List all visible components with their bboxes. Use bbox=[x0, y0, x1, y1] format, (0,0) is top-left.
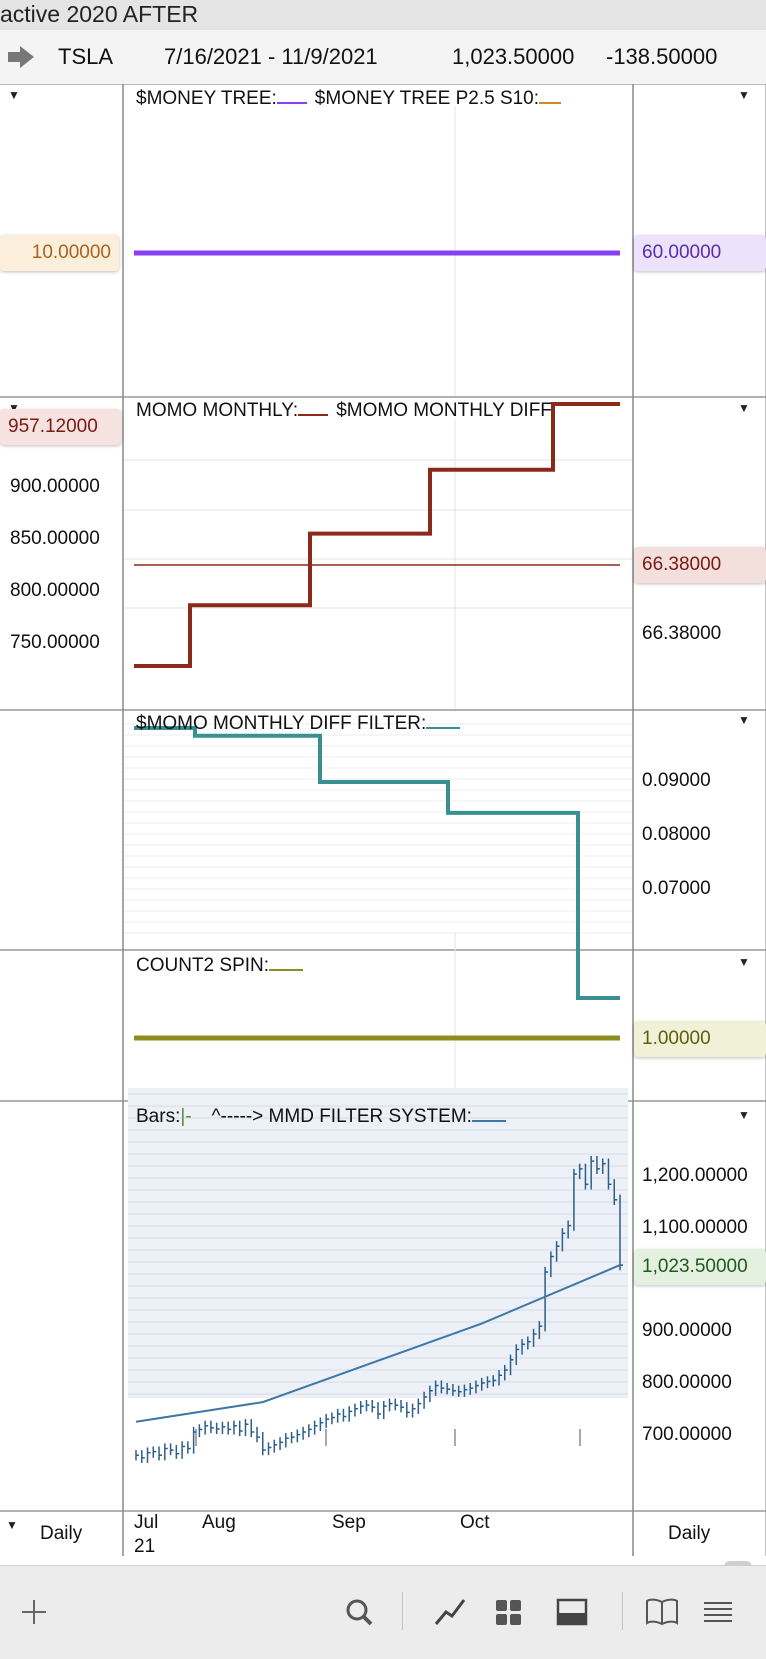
panel-menu-icon[interactable]: ▼ bbox=[738, 713, 750, 727]
price-change: -138.50000 bbox=[606, 44, 718, 69]
momo-monthly-diff-label: $MOMO MONTHLY DIFF bbox=[336, 400, 552, 421]
diff-filter-swatch bbox=[426, 727, 461, 729]
money-tree-title: $MONEY TREE: $MONEY TREE P2.5 S10: bbox=[136, 88, 562, 110]
price-tick: 800.00000 bbox=[642, 1372, 732, 1393]
price-plot-background bbox=[128, 1088, 628, 1398]
panel-menu-icon[interactable]: ▼ bbox=[8, 401, 20, 415]
momo-monthly-tick: 800.00000 bbox=[10, 580, 100, 601]
money-tree-label: $MONEY TREE: bbox=[136, 88, 277, 109]
panel-layout-icon[interactable] bbox=[552, 1594, 592, 1630]
list-icon[interactable] bbox=[698, 1594, 738, 1630]
draw-line-icon[interactable] bbox=[430, 1594, 470, 1630]
toolbar-divider bbox=[622, 1592, 623, 1630]
momo-monthly-title: MOMO MONTHLY: $MOMO MONTHLY DIFF bbox=[136, 400, 552, 422]
price-tick: 900.00000 bbox=[642, 1320, 732, 1341]
bars-swatch: |- bbox=[180, 1106, 192, 1127]
last-price: 1,023.50000 bbox=[452, 44, 575, 69]
chart-area[interactable] bbox=[0, 84, 766, 1565]
money-tree-right-value-tag: 60.00000 bbox=[634, 235, 766, 271]
count2-spin-right-value-tag: 1.00000 bbox=[634, 1021, 766, 1057]
price-title: Bars:|- ^-----> MMD FILTER SYSTEM: bbox=[136, 1106, 506, 1128]
grid-layout-icon[interactable] bbox=[488, 1594, 528, 1630]
momo-monthly-label: MOMO MONTHLY: bbox=[136, 400, 299, 421]
count2-spin-label: COUNT2 SPIN: bbox=[136, 955, 270, 976]
symbol-bar: TSLA 7/16/2021 - 11/9/2021 1,023.50000 -… bbox=[0, 30, 766, 85]
arrow-right-icon[interactable] bbox=[6, 44, 36, 70]
money-tree-swatch bbox=[276, 102, 307, 104]
add-icon[interactable] bbox=[14, 1594, 54, 1630]
count2-spin-swatch bbox=[269, 969, 304, 971]
price-tick: 700.00000 bbox=[642, 1424, 732, 1445]
bars-label: Bars: bbox=[136, 1106, 181, 1127]
bottom-toolbar bbox=[0, 1565, 766, 1659]
momo-monthly-line bbox=[134, 402, 620, 668]
panel-menu-icon[interactable]: ▼ bbox=[738, 955, 750, 969]
interval-right[interactable]: Daily bbox=[668, 1523, 711, 1544]
window-title: active 2020 AFTER bbox=[0, 1, 199, 27]
panel-menu-icon[interactable]: ▼ bbox=[8, 88, 20, 102]
momo-monthly-tick: 850.00000 bbox=[10, 528, 100, 549]
momo-diff-filter-line bbox=[134, 726, 620, 1000]
book-icon[interactable] bbox=[642, 1594, 682, 1630]
month-label: Jul bbox=[134, 1512, 159, 1533]
window-titlebar: active 2020 AFTER bbox=[0, 0, 766, 31]
momo-diff-tick: 66.38000 bbox=[642, 623, 722, 644]
momo-monthly-left-value-tag: 957.12000 bbox=[0, 409, 121, 445]
search-icon[interactable] bbox=[340, 1594, 380, 1630]
diff-filter-tick: 0.09000 bbox=[642, 770, 711, 791]
panel-menu-icon[interactable]: ▼ bbox=[738, 401, 750, 415]
diff-filter-tick: 0.08000 bbox=[642, 824, 711, 845]
year-label: 21 bbox=[134, 1536, 156, 1557]
diff-filter-label: $MOMO MONTHLY DIFF FILTER: bbox=[136, 713, 427, 734]
money-tree-p25-swatch bbox=[539, 102, 562, 104]
momo-monthly-tick: 900.00000 bbox=[10, 476, 100, 497]
panel-menu-icon[interactable]: ▼ bbox=[738, 1108, 750, 1122]
panel-menu-icon[interactable]: ▼ bbox=[738, 88, 750, 102]
price-last-value-tag: 1,023.50000 bbox=[634, 1249, 766, 1285]
money-tree-left-value-tag: 10.00000 bbox=[0, 235, 119, 271]
momo-diff-right-value-tag: 66.38000 bbox=[634, 547, 766, 583]
month-label: Oct bbox=[460, 1512, 490, 1533]
mmd-filter-label: ^-----> MMD FILTER SYSTEM: bbox=[211, 1106, 472, 1127]
month-label: Aug bbox=[202, 1512, 236, 1533]
mmd-filter-swatch bbox=[471, 1120, 506, 1122]
symbol-field[interactable]: TSLA bbox=[58, 44, 114, 69]
diff-filter-title: $MOMO MONTHLY DIFF FILTER: bbox=[136, 713, 461, 735]
interval-menu-icon[interactable]: ▼ bbox=[6, 1518, 18, 1532]
price-tick: 1,200.00000 bbox=[642, 1165, 748, 1186]
mmd-filter-line bbox=[135, 1264, 621, 1423]
toolbar-divider bbox=[402, 1592, 403, 1630]
momo-monthly-tick: 750.00000 bbox=[10, 632, 100, 653]
momo-monthly-swatch bbox=[298, 414, 329, 416]
month-label: Sep bbox=[332, 1512, 366, 1533]
money-tree-p25-label: $MONEY TREE P2.5 S10: bbox=[314, 88, 540, 109]
price-tick: 1,100.00000 bbox=[642, 1217, 748, 1238]
date-range[interactable]: 7/16/2021 - 11/9/2021 bbox=[164, 44, 378, 69]
diff-filter-tick: 0.07000 bbox=[642, 878, 711, 899]
count2-spin-title: COUNT2 SPIN: bbox=[136, 955, 304, 977]
interval-left[interactable]: Daily bbox=[40, 1523, 83, 1544]
